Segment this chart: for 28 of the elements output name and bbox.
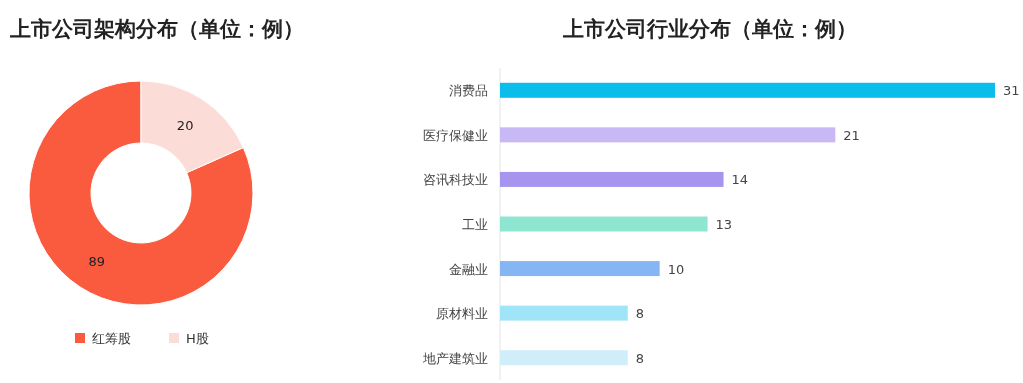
bar [500, 350, 628, 366]
data-label: 21 [843, 127, 860, 143]
y-tick-label: 地产建筑业 [422, 350, 488, 366]
bar [500, 127, 836, 143]
data-label: 20 [176, 118, 194, 134]
data-label: 89 [88, 253, 106, 269]
y-tick-label: 金融业 [449, 261, 488, 277]
data-label: 13 [715, 217, 733, 232]
bar [500, 82, 995, 98]
data-label: 8 [635, 306, 645, 322]
legend-label: 红筹股 [92, 331, 131, 346]
y-tick-label: 咨讯科技业 [423, 172, 488, 188]
data-label: 10 [667, 261, 685, 277]
donut-slice [28, 80, 254, 306]
bar [500, 305, 628, 321]
bar [500, 171, 724, 187]
y-tick-label: 原材料业 [436, 306, 488, 322]
chart-title: 上市公司架构分布（单位：例） [9, 17, 304, 41]
bar [500, 216, 708, 232]
y-tick-label: 工业 [462, 217, 488, 232]
data-label: 8 [635, 350, 645, 366]
data-label: 14 [731, 172, 749, 188]
chart-title: 上市公司行业分布（单位：例） [562, 17, 857, 41]
data-label: 31 [1003, 83, 1020, 99]
y-tick-label: 消费品 [449, 83, 488, 99]
legend-label: H股 [186, 331, 209, 346]
y-tick-label: 医疗保健业 [423, 127, 488, 143]
bar [500, 261, 660, 277]
